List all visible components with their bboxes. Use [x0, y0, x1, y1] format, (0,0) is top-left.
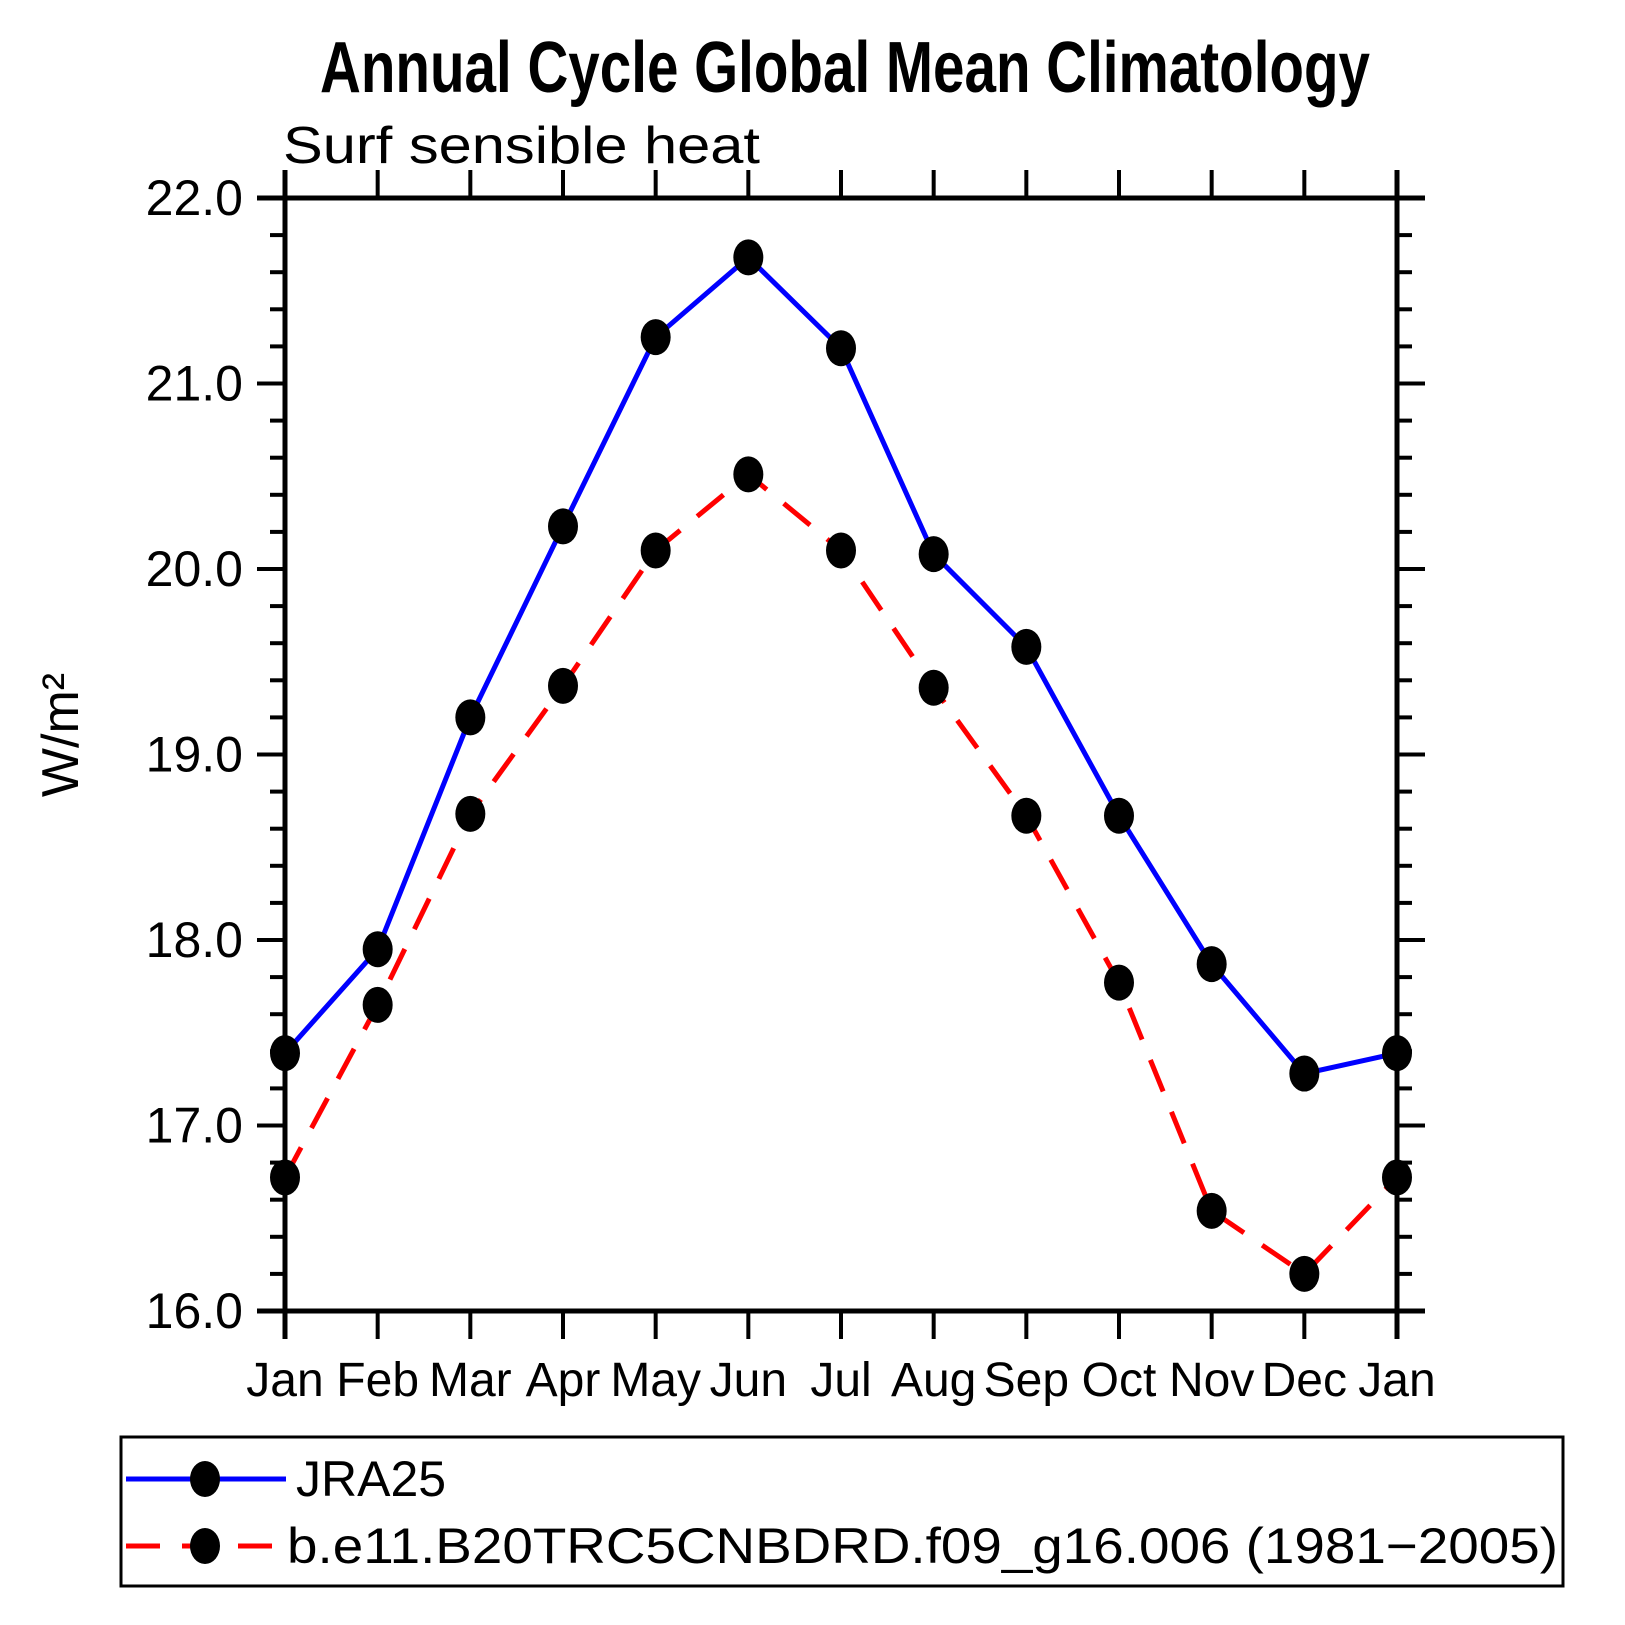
axes: Jan Feb Mar Apr May Jun Jul Aug Sep Oct Nov Dec Jan1…	[146, 170, 1436, 1407]
data-point-marker	[548, 508, 578, 545]
data-point-marker	[362, 931, 393, 968]
legend: JRA25 b.e11.B20TRC5CNBDRD.f09_g16.006 (19…	[119, 1435, 1565, 1588]
x-tick-label: Jan	[1358, 1354, 1435, 1407]
x-tick-label: Oct	[1082, 1354, 1157, 1407]
x-tick-label: Jul	[810, 1354, 871, 1407]
data-point-marker	[1289, 1055, 1320, 1092]
data-point-marker	[1196, 946, 1227, 983]
x-tick-label: Jan	[246, 1354, 323, 1407]
legend-rows: JRA25 b.e11.B20TRC5CNBDRD.f09_g16.006 (19…	[126, 1451, 1558, 1574]
data-point-marker	[1104, 797, 1134, 834]
series-line-jra25	[283, 253, 1398, 1077]
y-tick-label: 16.0	[146, 1283, 243, 1339]
y-tick-label: 22.0	[146, 170, 243, 226]
legend-box	[119, 1435, 1565, 1588]
x-tick-label: Sep	[984, 1354, 1069, 1407]
data-point-marker	[1104, 964, 1134, 1001]
data-point-marker	[1289, 1255, 1320, 1292]
y-tick-label: 18.0	[146, 912, 243, 968]
legend-label: JRA25	[296, 1451, 446, 1507]
x-tick-label: May	[610, 1354, 701, 1407]
y-tick-label: 21.0	[146, 356, 243, 412]
data-point-marker	[1382, 1035, 1412, 1072]
data-point-marker	[1011, 797, 1042, 834]
chart-subtitle: Surf sensible heat	[283, 117, 761, 175]
x-tick-label: Jun	[710, 1354, 787, 1407]
data-point-marker	[455, 795, 486, 832]
data-point-marker	[362, 986, 393, 1023]
x-tick-label: Feb	[336, 1354, 419, 1407]
legend-label: b.e11.B20TRC5CNBDRD.f09_g16.006 (1981−20…	[287, 1518, 1558, 1574]
data-point-marker	[270, 1159, 300, 1196]
data-point-marker	[733, 239, 764, 276]
data-point-marker	[826, 330, 856, 367]
x-tick-label: Nov	[1169, 1354, 1254, 1407]
y-tick-label: 17.0	[146, 1098, 243, 1154]
x-tick-label: Dec	[1262, 1354, 1347, 1407]
series-line-model	[282, 471, 1399, 1278]
x-tick-label: Aug	[891, 1354, 976, 1407]
legend-marker	[190, 1461, 220, 1497]
data-point-marker	[918, 669, 949, 706]
y-axis-label: W/m²	[32, 673, 90, 797]
y-tick-label: 20.0	[146, 541, 243, 597]
data-point-marker	[1382, 1159, 1412, 1196]
data-point-marker	[1011, 628, 1042, 665]
data-point-marker	[826, 532, 856, 569]
data-point-marker	[270, 1035, 300, 1072]
x-tick-label: Apr	[526, 1354, 601, 1407]
y-tick-label: 19.0	[146, 727, 243, 783]
data-point-marker	[640, 532, 671, 569]
data-point-marker	[455, 699, 486, 736]
data-point-marker	[548, 667, 578, 704]
series-group	[270, 239, 1412, 1292]
data-point-marker	[640, 319, 671, 356]
data-point-marker	[1196, 1192, 1227, 1229]
x-tick-label: Mar	[429, 1354, 512, 1407]
legend-marker	[190, 1528, 220, 1564]
data-point-marker	[918, 536, 949, 573]
chart-title: Annual Cycle Global Mean Climatology	[320, 28, 1370, 108]
data-point-marker	[733, 456, 764, 493]
